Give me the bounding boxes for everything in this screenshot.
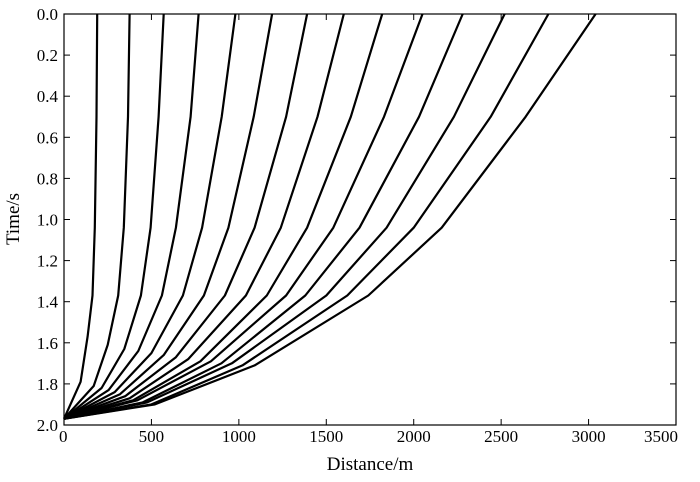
y-tick-label: 1.0: [37, 211, 58, 230]
x-axis-label: Distance/m: [327, 454, 414, 475]
ray-line-8: [63, 13, 345, 420]
y-tick-label: 0.2: [37, 46, 58, 65]
ray-line-3: [63, 13, 165, 420]
ray-line-10: [63, 13, 424, 420]
ray-line-12: [63, 13, 506, 420]
ray-line-5: [63, 13, 237, 420]
x-tick-label: 500: [139, 427, 165, 446]
y-tick-label: 0.8: [37, 169, 58, 188]
ray-line-2: [63, 13, 131, 420]
ray-line-9: [63, 13, 384, 420]
ray-line-1: [62, 13, 99, 420]
ray-series-group: [62, 13, 597, 420]
ray-line-6: [63, 13, 274, 420]
y-axis-ticks: 0.0 0.2 0.4 0.6 0.8 1.0 1.2 1.4 1.6 1.8 2.0: [37, 5, 676, 435]
ray-line-7: [63, 13, 309, 420]
x-tick-label: 3000: [572, 427, 606, 446]
y-tick-label: 1.4: [37, 293, 59, 312]
y-tick-label: 0.0: [37, 5, 58, 24]
ray-line-4: [63, 13, 200, 420]
y-tick-label: 0.6: [37, 128, 58, 147]
x-tick-label: 1500: [309, 427, 343, 446]
ray-line-14: [63, 13, 597, 420]
x-tick-label: 0: [59, 427, 68, 446]
y-axis-label: Time/s: [3, 193, 24, 245]
x-tick-label: 2000: [397, 427, 431, 446]
x-tick-label: 2500: [484, 427, 518, 446]
x-tick-label: 3500: [644, 427, 678, 446]
y-tick-label: 1.2: [37, 252, 58, 271]
y-tick-label: 2.0: [37, 416, 58, 435]
x-axis-ticks: 0 500 1000 1500 2000 2500 3000 3500: [59, 14, 678, 446]
x-tick-label: 1000: [222, 427, 256, 446]
y-tick-label: 1.8: [37, 375, 58, 394]
y-tick-label: 0.4: [37, 87, 59, 106]
y-tick-label: 1.6: [37, 334, 58, 353]
